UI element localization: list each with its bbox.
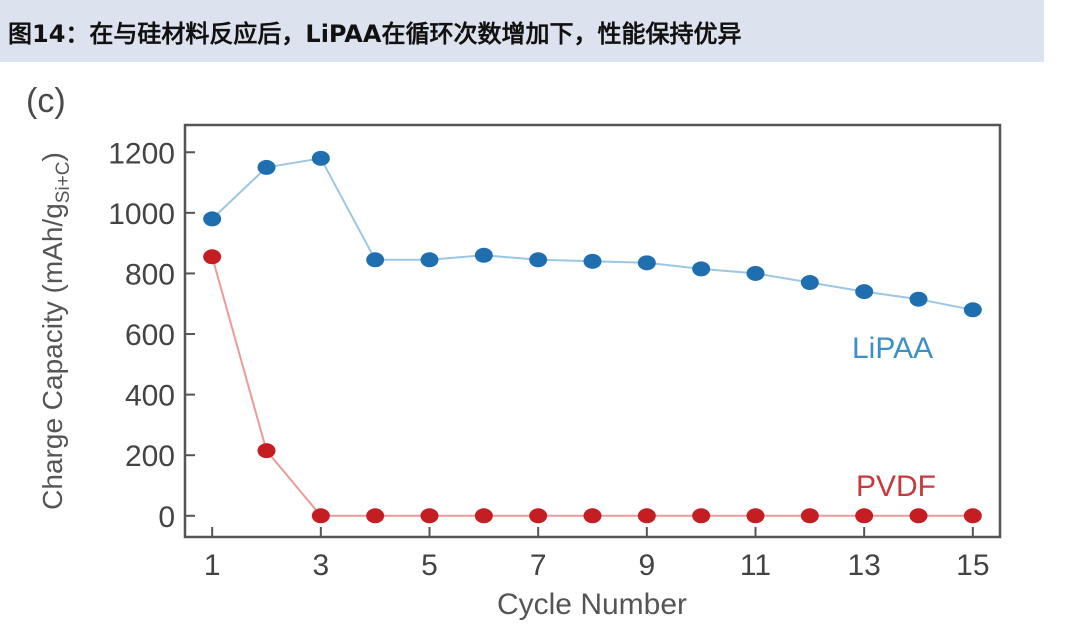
data-point-pvdf [474,508,493,524]
y-tick-label: 200 [125,440,175,473]
x-tick-label: 13 [847,549,880,582]
x-tick-label: 11 [740,549,771,582]
x-tick-label: 1 [204,549,221,582]
data-point-pvdf [366,508,385,524]
data-point-lipaa [203,211,222,227]
y-axis-label-main: Charge Capacity (mAh/g [37,203,68,510]
data-point-lipaa [963,302,982,318]
data-point-pvdf [746,508,765,524]
panel-label: (c) [26,82,66,120]
data-point-pvdf [800,508,819,524]
data-point-pvdf [909,508,928,524]
y-tick-label: 1200 [108,137,175,170]
figure-title: 图14：在与硅材料反应后，LiPAA在循环次数增加下，性能保持优异 [8,20,742,48]
data-point-lipaa [257,159,276,175]
y-tick-label: 800 [125,258,175,291]
data-point-lipaa [800,275,819,291]
data-point-lipaa [637,255,656,271]
data-point-lipaa [909,291,928,307]
data-point-lipaa [855,284,874,300]
x-tick-label: 7 [530,549,547,582]
data-point-pvdf [420,508,439,524]
x-tick-label: 3 [312,549,329,582]
plot-frame [183,123,1002,539]
y-tick-label: 600 [125,319,175,352]
data-point-lipaa [366,252,385,268]
data-point-lipaa [311,150,330,166]
data-point-lipaa [583,253,602,269]
chart-area: (c) 0 200 400 600 800 1000 1200 1 3 5 7 9 11 13 15 Li… [0,62,1074,636]
data-point-lipaa [474,247,493,263]
x-axis-label: Cycle Number [497,588,687,621]
x-tick-label: 9 [638,549,655,582]
data-point-pvdf [203,249,222,265]
data-point-pvdf [311,508,330,524]
y-tick-label: 1000 [108,198,175,231]
y-tick-label: 0 [158,501,175,534]
y-tick-label: 400 [125,380,175,413]
y-axis: 0 200 400 600 800 1000 1200 [108,137,195,534]
y-axis-label-sub: Si+C [53,162,74,204]
figure-header: 图14：在与硅材料反应后，LiPAA在循环次数增加下，性能保持优异 [0,0,1044,62]
data-point-pvdf [529,508,548,524]
series-label-pvdf: PVDF [856,470,936,503]
y-axis-label: Charge Capacity (mAh/gSi+C) [37,152,74,510]
data-point-pvdf [692,508,711,524]
data-point-lipaa [692,261,711,277]
series-label-lipaa: LiPAA [852,332,933,365]
data-point-pvdf [963,508,982,524]
x-axis: 1 3 5 7 9 11 13 15 [204,527,990,582]
data-point-pvdf [583,508,602,524]
y-axis-label-close: ) [37,152,68,161]
data-point-lipaa [529,252,548,268]
x-tick-label: 5 [421,549,438,582]
x-tick-label: 15 [956,549,989,582]
y-axis-label-group: Charge Capacity (mAh/gSi+C) [37,152,74,510]
series-layer [203,150,982,524]
data-point-lipaa [420,252,439,268]
data-point-pvdf [637,508,656,524]
data-point-lipaa [746,265,765,281]
data-point-pvdf [855,508,874,524]
data-point-pvdf [257,443,276,459]
